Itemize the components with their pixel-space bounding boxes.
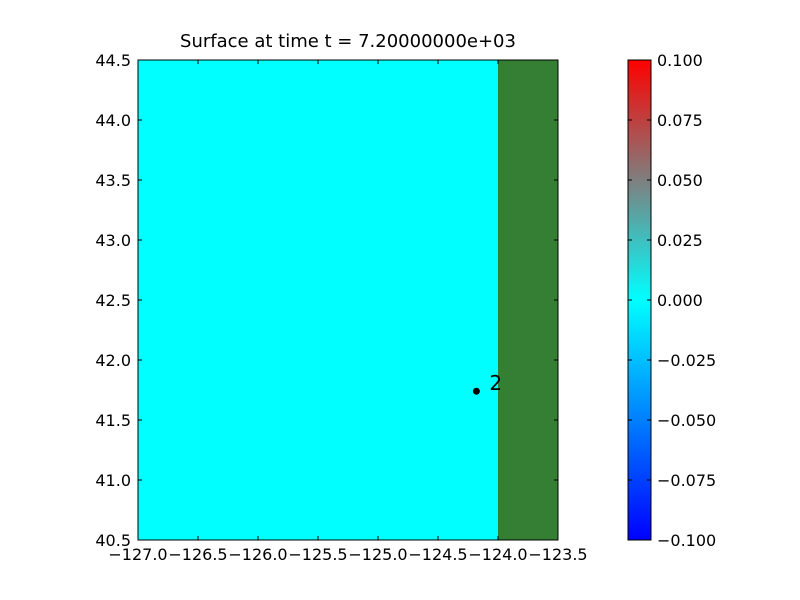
x-tick-label: −127.0 [108,545,167,564]
y-tick-label: 42.0 [95,351,131,370]
gauge-marker [472,387,480,395]
y-tick-label: 40.5 [95,531,131,550]
colorbar-tick-label: −0.050 [657,411,716,430]
colorbar-tick-label: −0.100 [657,531,716,550]
y-tick-label: 42.5 [95,291,131,310]
x-tick-label: −126.5 [168,545,227,564]
gauge-label: 2 [489,371,502,395]
colorbar-tick-label: −0.075 [657,471,716,490]
colorbar-tick-label: 0.075 [657,111,703,130]
surface-region [138,60,498,540]
y-tick-label: 43.0 [95,231,131,250]
chart-title: Surface at time t = 7.20000000e+03 [180,31,516,52]
colorbar-tick-label: 0.025 [657,231,703,250]
colorbar-tick-label: 0.000 [657,291,703,310]
surface-region [498,60,558,540]
y-tick-label: 44.5 [95,51,131,70]
x-tick-label: −125.5 [288,545,347,564]
y-tick-label: 41.5 [95,411,131,430]
x-tick-label: −124.5 [408,545,467,564]
y-tick-label: 43.5 [95,171,131,190]
x-tick-label: −124.0 [468,545,527,564]
x-tick-label: −123.5 [528,545,587,564]
colorbar-tick-label: −0.025 [657,351,716,370]
colorbar-tick-label: 0.050 [657,171,703,190]
y-tick-label: 41.0 [95,471,131,490]
y-tick-label: 44.0 [95,111,131,130]
x-tick-label: −126.0 [228,545,287,564]
x-tick-label: −125.0 [348,545,407,564]
colorbar-tick-label: 0.100 [657,51,703,70]
